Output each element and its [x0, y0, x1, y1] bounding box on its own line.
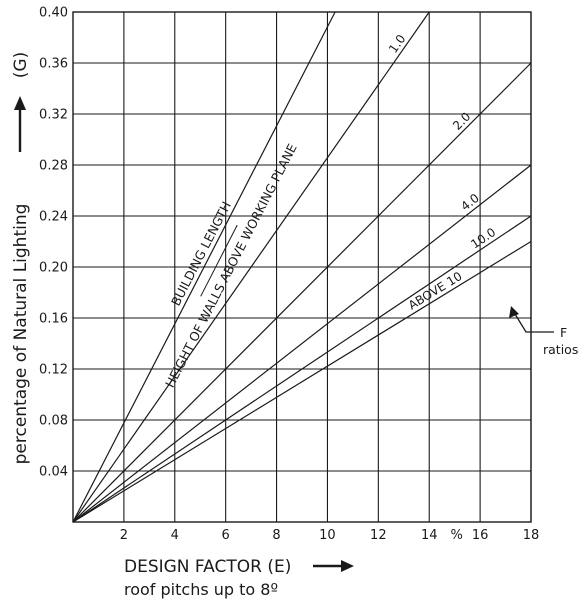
y-tick-label: 0.40: [39, 6, 68, 21]
y-axis-title: percentage of Natural Lighting: [11, 204, 31, 465]
x-tick-label: 2: [120, 528, 128, 543]
x-tick-label: 18: [523, 528, 540, 543]
y-tick-label: 0.28: [39, 159, 68, 174]
x-axis-arrowhead-icon: [341, 560, 354, 572]
y-tick-label: 0.12: [39, 363, 68, 378]
f-ratios-arrow: [514, 313, 554, 333]
x-tick-label: 14: [421, 528, 438, 543]
series-label: ABOVE 10: [406, 269, 465, 312]
fraction-bar: [200, 224, 238, 297]
x-unit-label: %: [450, 528, 462, 543]
series-lines: [72, 11, 532, 523]
series-line: [72, 164, 532, 523]
y-tick-labels: 0.04 0.08 0.12 0.16 0.20 0.24 0.28 0.32 0.36 0.40: [39, 6, 68, 480]
y-tick-label: 0.36: [39, 57, 68, 72]
f-label: F: [560, 325, 567, 340]
x-tick-label: 6: [222, 528, 230, 543]
y-tick-label: 0.32: [39, 108, 68, 123]
series-line: [72, 62, 532, 523]
series-label: 1.0: [386, 32, 408, 56]
grid: [73, 11, 532, 522]
y-tick-label: 0.24: [39, 210, 68, 225]
plot-frame: [72, 11, 532, 523]
x-tick-label: 16: [472, 528, 489, 543]
height-of-walls-label: HEIGHT OF WALLS ABOVE WORKING PLANE: [162, 141, 300, 390]
y-axis-symbol: (G): [11, 52, 31, 78]
series-line: [72, 240, 532, 523]
x-tick-label: 8: [272, 528, 280, 543]
y-tick-label: 0.04: [39, 465, 68, 480]
ratios-label: ratios: [543, 342, 578, 357]
x-tick-label: 4: [171, 528, 179, 543]
y-tick-label: 0.08: [39, 414, 68, 429]
series-line: [72, 11, 430, 523]
x-tick-label: 10: [319, 528, 336, 543]
series-label: 4.0: [458, 191, 482, 214]
x-axis-subtitle: roof pitchs up to 8º: [124, 580, 278, 599]
series-line: [72, 215, 532, 523]
y-tick-label: 0.20: [39, 261, 68, 276]
y-axis-arrowhead-icon: [14, 96, 26, 110]
y-tick-label: 0.16: [39, 312, 68, 327]
x-tick-labels: 2 4 6 8 10 12 14 16 18: [120, 528, 540, 543]
x-tick-label: 12: [370, 528, 387, 543]
f-ratios-arrowhead-icon: [509, 306, 519, 318]
x-axis-title: DESIGN FACTOR (E): [124, 557, 291, 577]
series-label: 2.0: [450, 109, 473, 132]
series-line: [72, 11, 336, 523]
